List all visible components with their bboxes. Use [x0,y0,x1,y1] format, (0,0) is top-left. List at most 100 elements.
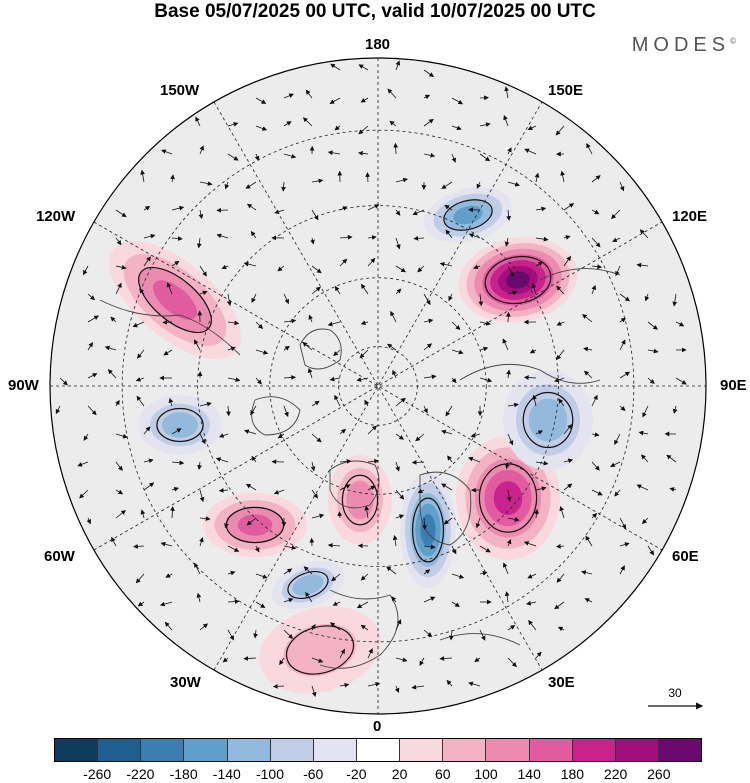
wind-vector-arrow [165,573,173,578]
wind-vector-arrow [305,89,313,99]
colorbar-ticks: -260 -220 -180 -140 -100 -60 -20 20 60 100 140 180 2… [54,766,702,782]
colorbar-swatch [55,739,99,761]
wind-vector-arrow [198,209,204,220]
wind-vector-arrow [581,570,593,575]
wind-vector-arrow [417,265,425,273]
wind-vector-arrow [364,399,369,407]
coastlines [99,268,621,669]
lon-label-120e: 120E [672,208,708,225]
wind-vector-arrow [218,433,229,438]
wind-vector-arrow [360,320,369,326]
wind-vector-arrow [339,206,348,211]
wind-vector-arrow [556,349,565,361]
wind-vector-arrow [311,657,324,663]
anomaly-contour [528,398,568,442]
colorbar-swatch [443,739,487,761]
wind-vector-arrow [133,544,145,549]
wind-vector-arrow [507,265,514,278]
wind-vector-arrow [395,657,408,663]
wind-vector-arrow [528,619,537,631]
wind-vector-arrow [283,597,294,603]
wind-vector-arrow [310,237,315,245]
wind-vector-arrow [115,399,120,407]
wind-vector-arrow [584,370,593,379]
colorbar-swatch [572,739,616,761]
wind-vector-arrow [367,425,377,435]
wind-vector-arrow [451,125,462,131]
wind-vector-arrow [585,535,593,547]
wind-vector-arrow [311,178,324,184]
wind-vector-arrow [557,626,565,632]
lon-label-120w: 120W [36,208,76,225]
wind-vector-arrow [305,591,313,603]
wind-vector-arrow [451,321,461,331]
wind-vector-arrow [115,209,127,218]
wind-vector-arrow [331,573,341,582]
brand-text: MODES [631,34,731,56]
wind-vector-arrow [162,319,173,325]
wind-vector-arrow [395,461,400,472]
wind-vector-arrow [254,153,260,161]
wind-vector-arrow [358,64,369,71]
wind-vector-arrow [339,648,345,659]
wind-vector-arrow [311,623,316,631]
wind-vector-arrow [505,461,510,470]
wind-vector-arrow [423,405,428,414]
wind-vector-arrow [503,114,509,127]
wind-vector-arrow [507,402,519,408]
wind-vector-arrow [110,316,117,323]
colorbar-tick-label: 180 [560,766,585,782]
lon-label-150e: 150E [548,82,584,99]
wind-vector-arrow [218,488,229,493]
wind-vector-arrow [535,430,544,435]
colorbar-swatch [400,739,444,761]
wind-vector-arrow [475,517,481,529]
wind-vector-arrow [303,566,313,575]
wind-vector-arrow [365,172,371,183]
wind-vector-arrow [135,573,145,584]
anomaly-ne-siberia-high [458,237,578,323]
wind-vector-arrow [507,290,518,296]
wind-vector-arrow [194,339,201,351]
anomaly-ural-low [503,370,593,470]
wind-vector-arrow [283,545,297,550]
wind-vector-arrow [143,233,156,239]
wind-vector-arrow [395,288,402,295]
wind-vector-arrow [591,264,603,270]
wind-vector-arrow [563,203,575,211]
lon-label-90w: 90W [8,377,39,394]
meridian-line [213,101,543,671]
wind-vector-arrow [644,293,650,302]
wind-vector-arrow [554,601,565,610]
wind-vector-arrow [244,429,257,435]
wind-vector-arrow [535,206,547,212]
wind-vector-arrow [283,345,290,351]
wind-vector-arrow [476,181,482,189]
wind-vector-arrow [170,506,175,519]
wind-vector-arrow [619,405,626,412]
wind-vector-arrow [283,318,297,324]
colorbar-tick-label: 100 [474,766,498,782]
lon-label-60w: 60W [44,548,75,565]
streamline-ring [156,407,204,443]
wind-vector-arrow [199,265,207,277]
wind-vector-arrow [360,573,369,581]
wind-vector-arrow [468,233,481,239]
wind-vector-arrow [556,285,565,295]
wind-vector-arrow [311,265,322,274]
wind-vector-arrow [386,566,397,575]
wind-vector-arrow [591,461,600,471]
wind-vector-arrow [283,629,294,639]
wind-vector-arrow [672,293,678,307]
colorbar-tick-label: 140 [517,766,541,782]
wind-vector-arrow [251,293,257,304]
wind-vector-arrow [339,459,352,464]
wind-vector-arrow [395,397,406,407]
wind-vector-arrow [330,63,341,71]
wind-vector-arrow [479,545,491,553]
wind-vector-arrow [672,405,678,414]
wind-vector-arrow [423,596,436,603]
wind-vector-arrow [255,125,268,131]
wind-vector-arrow [669,487,677,492]
wind-vector-arrow [277,433,285,439]
